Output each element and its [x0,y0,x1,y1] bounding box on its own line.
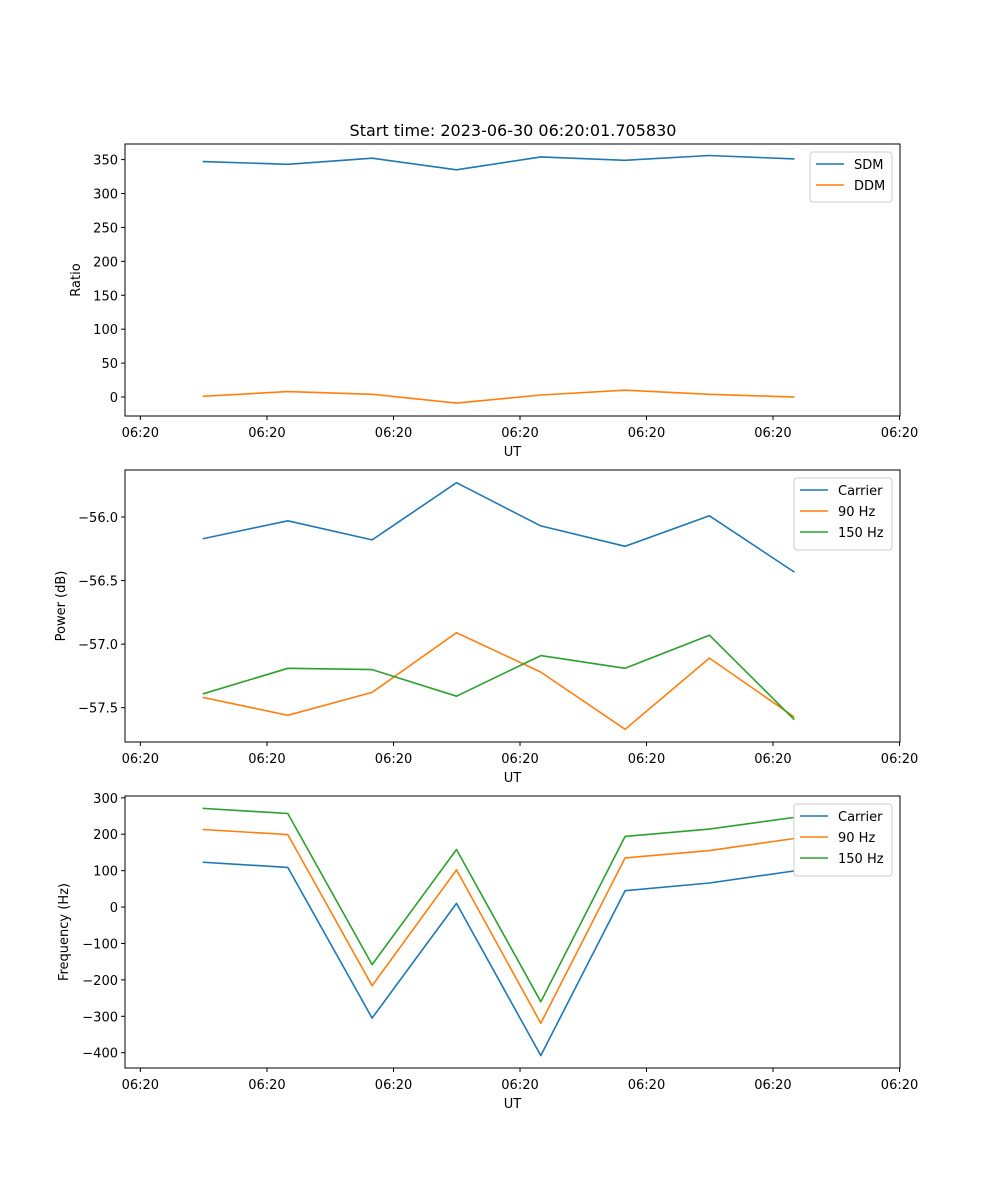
chart-panel-3: −400 −300 −200 −100 0 100 200 300 06:20 06:20 06:2… [57,792,918,1112]
y-tick-label: −400 [82,1047,118,1062]
legend-label-ddm: DDM [854,179,885,194]
legend: Carrier 90 Hz 150 Hz [793,803,893,877]
series-line-90-hz [202,828,795,1025]
y-tick-label: 150 [93,289,118,304]
y-tick-label: 200 [93,828,118,843]
y-tick-label: −57.5 [78,702,118,717]
x-tick-label: 06:20 [754,426,791,441]
y-tick-label: −200 [82,974,118,989]
x-tick-label: 06:20 [501,752,538,767]
y-tick-label: 350 [93,154,118,169]
y-tick-label: −57.0 [78,638,118,653]
y-tick-label: −100 [82,937,118,952]
chart-panel-1: 0 50 100 150 200 250 300 350 06:20 06:20 06:20 06:2… [69,143,918,460]
series-line-90-hz [202,631,795,731]
legend-label-90-hz: 90 Hz [838,505,875,520]
y-axis-label: Power (dB) [54,571,69,642]
legend-label-carrier: Carrier [838,810,883,825]
legend-label-carrier: Carrier [838,484,883,499]
y-tick-label: 100 [93,323,118,338]
x-axis-label: UT [504,1097,522,1112]
x-tick-label: 06:20 [881,426,918,441]
x-tick-label: 06:20 [501,1078,538,1093]
series-line-carrier [202,861,795,1057]
x-tick-label: 06:20 [375,1078,412,1093]
series-line-sdm [202,154,795,171]
x-tick-label: 06:20 [122,752,159,767]
x-tick-label: 06:20 [375,426,412,441]
y-tick-label: 100 [93,865,118,880]
x-tick-label: 06:20 [754,752,791,767]
x-axis-label: UT [504,445,522,460]
x-tick-label: 06:20 [248,426,285,441]
x-tick-label: 06:20 [122,1078,159,1093]
y-tick-label: −300 [82,1010,118,1025]
y-axis-label: Frequency (Hz) [57,883,72,981]
x-tick-label: 06:20 [628,752,665,767]
x-tick-label: 06:20 [754,1078,791,1093]
y-tick-label: 50 [101,357,118,372]
y-tick-label: 250 [93,221,118,236]
x-tick-label: 06:20 [881,1078,918,1093]
y-tick-label: −56.0 [78,511,118,526]
x-axis-label: UT [504,771,522,786]
axes-frame [124,143,901,417]
y-tick-label: 0 [110,901,118,916]
y-tick-label: −56.5 [78,575,118,590]
y-axis-label: Ratio [69,263,84,296]
series-line-ddm [202,389,795,404]
series-line-150-hz [202,634,795,721]
x-tick-label: 06:20 [501,426,538,441]
axes-frame [124,469,901,743]
y-tick-label: 300 [93,792,118,807]
x-tick-label: 06:20 [881,752,918,767]
series-line-carrier [202,481,795,573]
y-tick-label: 0 [110,391,118,406]
x-tick-label: 06:20 [628,426,665,441]
y-tick-label: 300 [93,188,118,203]
x-tick-label: 06:20 [248,752,285,767]
legend-label-90-hz: 90 Hz [838,831,875,846]
x-tick-label: 06:20 [122,426,159,441]
x-tick-label: 06:20 [628,1078,665,1093]
y-tick-label: 200 [93,255,118,270]
legend-label-sdm: SDM [854,158,883,173]
figure-title: Start time: 2023-06-30 06:20:01.705830 [350,121,677,140]
x-tick-label: 06:20 [248,1078,285,1093]
axes-frame [124,795,901,1069]
legend: SDM DDM [809,151,893,203]
legend-label-150-hz: 150 Hz [838,852,884,867]
legend: Carrier 90 Hz 150 Hz [793,477,893,551]
x-tick-label: 06:20 [375,752,412,767]
legend-label-150-hz: 150 Hz [838,526,884,541]
chart-panel-2: −57.5 −57.0 −56.5 −56.0 06:20 06:20 06:20 06:20… [54,469,918,786]
series-line-150-hz [202,807,795,1003]
